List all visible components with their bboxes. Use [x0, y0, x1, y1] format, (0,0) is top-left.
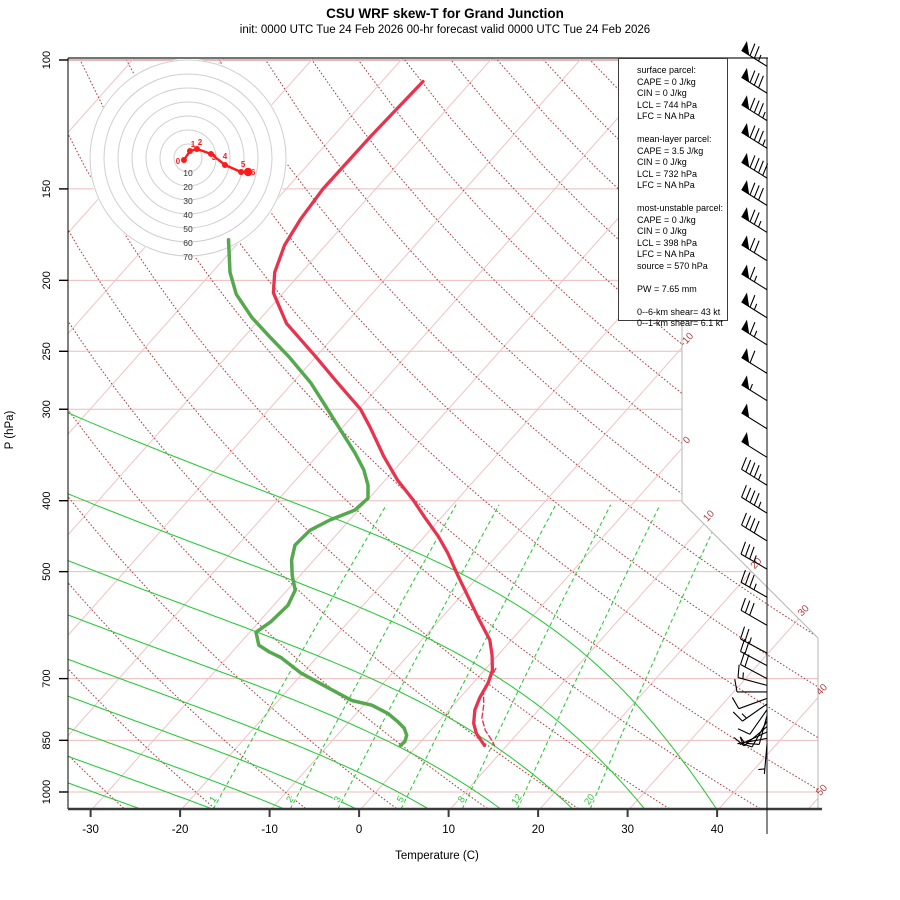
x-axis-ticks: -30 -20 -10 0 10 20 30 40	[82, 809, 724, 836]
y-tick-label: 250	[41, 342, 53, 360]
mixing-ratio-label: 20	[582, 792, 597, 807]
x-axis-label: Temperature (C)	[395, 850, 479, 862]
info-line: most-unstable parcel:	[637, 203, 724, 213]
hodograph-point	[207, 150, 214, 157]
info-line: CAPE = 0 J/kg	[637, 76, 696, 87]
info-line	[637, 192, 727, 204]
isotherm-label: 0	[681, 434, 693, 446]
x-tick-label: 10	[442, 824, 455, 836]
hodograph-ring-label: 50	[183, 224, 193, 234]
hodograph-ring-label: 10	[183, 168, 193, 178]
info-line: mean-layer parcel:	[637, 134, 712, 144]
hodograph-point	[186, 148, 193, 154]
dewpoint-curve	[226, 237, 409, 748]
hodograph-ring-label: 30	[183, 196, 193, 206]
y-tick-label: 500	[41, 562, 53, 580]
hodograph-point	[180, 156, 187, 163]
info-line	[637, 295, 727, 307]
info-line: CIN = 0 J/kg	[637, 226, 687, 236]
y-tick-label: 1000	[41, 780, 53, 804]
info-line	[637, 123, 727, 135]
isotherm-label: 50	[814, 782, 830, 798]
x-tick-label: -10	[261, 824, 278, 836]
parcel-info-box: surface parcel: CAPE = 0 J/kg CIN = 0 J/kg…	[618, 58, 728, 328]
hodograph-point-label: 0	[176, 157, 181, 166]
info-line: CIN = 0 J/kg	[637, 88, 687, 98]
hodograph-ring-label: 20	[183, 182, 193, 192]
hodograph-point-label: 4	[223, 152, 228, 161]
hodograph-point	[221, 162, 228, 168]
info-line: CIN = 0 J/kg	[637, 157, 687, 167]
info-line: LFC = NA hPa	[637, 111, 695, 121]
info-line: source = 570 hPa	[637, 260, 708, 271]
hodograph-ring-label: 70	[183, 252, 193, 262]
info-line: PW = 7.65 mm	[637, 283, 697, 294]
x-tick-label: 40	[711, 824, 724, 836]
hodograph-point	[238, 169, 245, 175]
moist-adiabat-lines	[68, 59, 718, 809]
y-tick-label: 850	[41, 731, 53, 749]
x-tick-label: 30	[621, 824, 634, 836]
page-title: CSU WRF skew-T for Grand Junction	[326, 6, 564, 21]
info-line: CAPE = 0 J/kg	[637, 214, 696, 225]
hodograph-point	[193, 146, 200, 153]
y-tick-label: 700	[41, 669, 53, 687]
info-line: LCL = 732 hPa	[637, 168, 697, 179]
info-line: CAPE = 3.5 J/kg	[637, 145, 704, 156]
mixing-ratio-label: 12	[510, 792, 525, 807]
x-tick-label: 20	[532, 824, 545, 836]
mixing-ratio-label: 3	[332, 794, 344, 805]
hodograph-point-label: 3	[212, 153, 217, 162]
info-line: LFC = NA hPa	[637, 249, 695, 259]
mixing-ratio-lines	[212, 504, 726, 809]
temperature-curve	[271, 79, 495, 748]
info-line	[637, 272, 727, 284]
y-tick-label: 300	[41, 400, 53, 418]
y-tick-label: 400	[41, 492, 53, 510]
hodograph-point-label: 5	[241, 160, 246, 169]
info-line: 0--1-km shear= 6.1 kt	[637, 318, 723, 328]
info-line: 0--6-km shear= 43 kt	[637, 306, 721, 317]
y-tick-label: 100	[41, 51, 53, 69]
x-tick-label: 0	[356, 824, 362, 836]
isotherm-label: 30	[796, 603, 812, 619]
isotherm-label: -10	[678, 331, 696, 349]
hodograph-point-label: 1	[191, 140, 196, 149]
hodograph: 10 20 30 40 50 60 70 0 1 23 4 56	[89, 59, 287, 262]
hodograph-point-label: 2	[198, 138, 203, 147]
isotherm-label: 40	[814, 682, 830, 698]
x-tick-label: -30	[82, 824, 99, 836]
info-line: LCL = 398 hPa	[637, 237, 697, 248]
info-line: surface parcel:	[637, 65, 697, 75]
y-axis-label: P (hPa)	[4, 410, 16, 450]
mixing-ratio-labels: 1 2 3 5 8 12 20	[206, 791, 598, 808]
wind-barbs	[731, 40, 769, 834]
hodograph-ring-label: 40	[183, 210, 193, 220]
page-subtitle: init: 0000 UTC Tue 24 Feb 2026 00-hr for…	[239, 24, 651, 36]
info-line: LCL = 744 hPa	[637, 99, 697, 110]
hodograph-ring-label: 60	[183, 238, 193, 248]
y-axis-ticks: 100 150 200 250 300 400 500 700 850 1000	[41, 51, 68, 804]
hodograph-point	[243, 167, 253, 177]
x-tick-label: -20	[172, 824, 189, 836]
y-tick-label: 200	[41, 271, 53, 289]
hodograph-point-label: 6	[251, 168, 256, 177]
isotherm-label: 10	[701, 508, 717, 524]
mixing-ratio-label: 2	[284, 794, 296, 805]
info-line: LFC = NA hPa	[637, 180, 695, 190]
y-tick-label: 150	[41, 180, 53, 198]
